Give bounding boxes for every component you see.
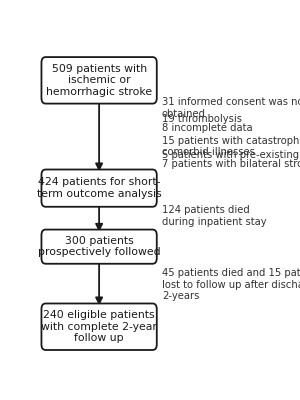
FancyBboxPatch shape xyxy=(41,170,157,207)
Text: 31 informed consent was not
obtained: 31 informed consent was not obtained xyxy=(162,97,300,119)
FancyBboxPatch shape xyxy=(41,304,157,350)
Text: 300 patients
prospectively followed: 300 patients prospectively followed xyxy=(38,236,160,258)
Text: 19 thrombolysis: 19 thrombolysis xyxy=(162,114,242,124)
FancyBboxPatch shape xyxy=(41,230,157,264)
Text: 509 patients with
ischemic or
hemorrhagic stroke: 509 patients with ischemic or hemorrhagi… xyxy=(46,64,152,97)
Text: 15 patients with catastrophic
comorbid illnesses: 15 patients with catastrophic comorbid i… xyxy=(162,136,300,157)
Text: 45 patients died and 15 patients were
lost to follow up after discharge during
2: 45 patients died and 15 patients were lo… xyxy=(162,268,300,302)
Text: 5 patients with pre-existing epilepsy: 5 patients with pre-existing epilepsy xyxy=(162,150,300,160)
Text: 124 patients died
during inpatient stay: 124 patients died during inpatient stay xyxy=(162,205,266,227)
Text: 424 patients for short-
term outcome analysis: 424 patients for short- term outcome ana… xyxy=(37,177,161,199)
FancyBboxPatch shape xyxy=(41,57,157,104)
Text: 240 eligible patients
with complete 2-year
follow up: 240 eligible patients with complete 2-ye… xyxy=(41,310,157,343)
Text: 8 incomplete data: 8 incomplete data xyxy=(162,124,253,134)
Text: 7 patients with bilateral stroke: 7 patients with bilateral stroke xyxy=(162,159,300,169)
